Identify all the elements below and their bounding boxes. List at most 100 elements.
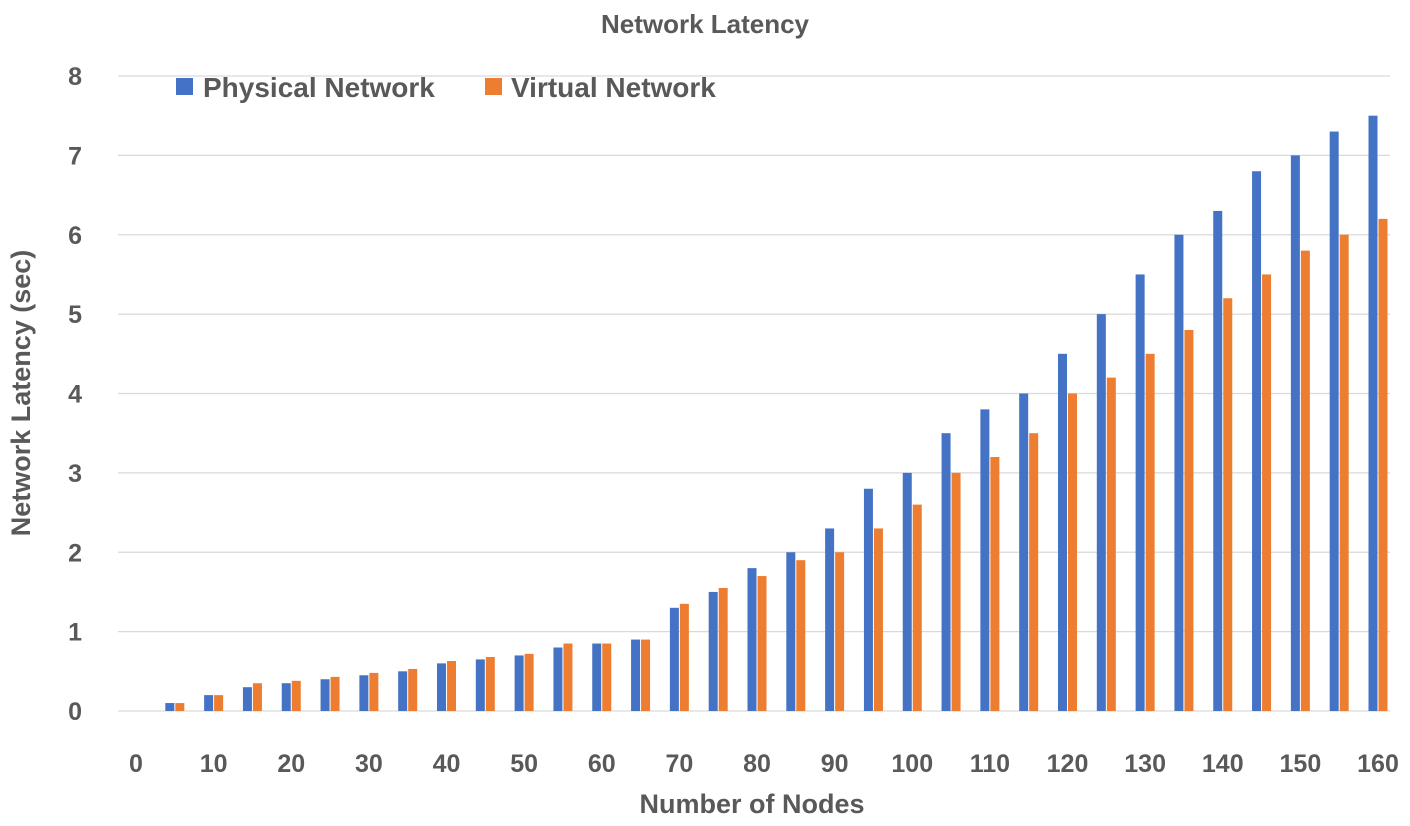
gridlines xyxy=(118,75,1390,712)
bar-physical-55 xyxy=(553,647,563,711)
legend-swatch-virtual xyxy=(485,78,502,95)
bar-physical-160 xyxy=(1368,115,1378,711)
bar-physical-15 xyxy=(242,687,252,711)
bar-virtual-80 xyxy=(757,576,767,711)
bar-physical-135 xyxy=(1174,234,1184,711)
x-tick-label: 20 xyxy=(277,750,305,778)
bar-virtual-115 xyxy=(1029,433,1039,711)
bar-virtual-60 xyxy=(602,643,612,711)
bar-virtual-145 xyxy=(1262,274,1272,711)
bar-physical-35 xyxy=(398,671,408,711)
bar-physical-145 xyxy=(1252,171,1262,711)
bar-physical-40 xyxy=(437,663,446,711)
bar-virtual-90 xyxy=(835,552,845,711)
bar-physical-140 xyxy=(1213,210,1223,711)
y-tick-label: 5 xyxy=(68,301,82,329)
bar-physical-80 xyxy=(747,568,757,711)
x-tick-label: 10 xyxy=(200,750,228,778)
y-tick-label: 8 xyxy=(68,63,82,91)
legend: Physical Network Virtual Network xyxy=(176,72,716,103)
bar-virtual-45 xyxy=(485,657,495,711)
x-axis-ticks: 0 10 20 30 40 50 60 70 80 90 100 110 120 130 140 150 160 xyxy=(129,750,1399,778)
y-axis-ticks: 0 1 2 3 4 5 6 7 8 xyxy=(68,63,82,726)
bar-physical-110 xyxy=(980,409,990,711)
y-tick-label: 3 xyxy=(68,460,82,488)
y-tick-label: 2 xyxy=(68,539,82,567)
x-tick-label: 90 xyxy=(821,750,849,778)
bar-physical-75 xyxy=(708,591,718,711)
bar-physical-155 xyxy=(1329,131,1339,711)
y-tick-label: 0 xyxy=(68,698,82,726)
bar-virtual-125 xyxy=(1106,377,1116,711)
bar-virtual-155 xyxy=(1339,234,1349,711)
bar-physical-85 xyxy=(786,552,796,711)
bar-virtual-75 xyxy=(718,587,728,711)
bar-virtual-110 xyxy=(990,457,1000,711)
y-axis-label: Network Latency (sec) xyxy=(6,250,36,537)
y-tick-label: 7 xyxy=(68,142,82,170)
bar-physical-70 xyxy=(669,607,679,711)
x-tick-label: 0 xyxy=(129,750,143,778)
bar-physical-95 xyxy=(863,488,873,711)
bar-virtual-65 xyxy=(641,639,651,711)
bar-physical-120 xyxy=(1058,353,1067,711)
bar-virtual-150 xyxy=(1300,250,1310,711)
legend-swatch-physical xyxy=(176,78,193,95)
bar-physical-30 xyxy=(359,675,369,711)
bar-virtual-95 xyxy=(873,528,883,711)
bar-virtual-5 xyxy=(175,703,185,711)
bar-physical-50 xyxy=(514,655,524,711)
bar-physical-90 xyxy=(825,528,835,711)
x-tick-label: 140 xyxy=(1202,750,1244,778)
x-tick-label: 150 xyxy=(1280,750,1322,778)
x-tick-label: 120 xyxy=(1047,750,1089,778)
bar-virtual-100 xyxy=(912,504,922,711)
bar-virtual-30 xyxy=(369,672,379,711)
bar-virtual-135 xyxy=(1184,330,1194,711)
bar-virtual-15 xyxy=(252,683,262,711)
bar-physical-150 xyxy=(1290,155,1300,711)
bar-physical-105 xyxy=(941,433,951,711)
bar-physical-5 xyxy=(165,703,175,711)
x-tick-label: 100 xyxy=(891,750,933,778)
x-tick-label: 30 xyxy=(355,750,383,778)
bar-virtual-120 xyxy=(1068,393,1077,711)
bar-virtual-50 xyxy=(524,653,534,711)
bar-virtual-40 xyxy=(447,660,456,711)
bar-physical-60 xyxy=(592,643,602,711)
bar-virtual-10 xyxy=(214,695,224,711)
bar-physical-100 xyxy=(902,472,912,711)
x-tick-label: 110 xyxy=(970,750,1010,778)
bar-virtual-105 xyxy=(951,472,961,711)
y-tick-label: 4 xyxy=(68,381,82,409)
legend-label-physical: Physical Network xyxy=(203,72,435,103)
x-tick-label: 40 xyxy=(433,750,461,778)
bar-physical-115 xyxy=(1019,393,1029,711)
x-tick-label: 80 xyxy=(743,750,771,778)
bar-physical-65 xyxy=(631,639,641,711)
chart-title: Network Latency xyxy=(601,9,810,39)
bar-virtual-140 xyxy=(1223,298,1233,711)
bar-physical-45 xyxy=(475,659,485,711)
x-tick-label: 50 xyxy=(510,750,538,778)
bars xyxy=(165,115,1388,711)
x-axis-label: Number of Nodes xyxy=(639,789,864,819)
y-tick-label: 1 xyxy=(68,619,82,647)
bar-virtual-35 xyxy=(408,668,418,711)
x-tick-label: 130 xyxy=(1124,750,1166,778)
legend-label-virtual: Virtual Network xyxy=(511,72,716,103)
bar-physical-25 xyxy=(320,679,330,711)
bar-physical-125 xyxy=(1096,314,1106,711)
x-tick-label: 60 xyxy=(588,750,616,778)
bar-virtual-55 xyxy=(563,643,573,711)
bar-virtual-20 xyxy=(291,680,301,711)
bar-virtual-130 xyxy=(1145,353,1155,711)
bar-virtual-25 xyxy=(330,676,340,711)
y-tick-label: 6 xyxy=(68,222,82,250)
bar-physical-130 xyxy=(1135,274,1145,711)
bar-physical-20 xyxy=(281,683,291,711)
bar-virtual-85 xyxy=(796,560,806,711)
bar-virtual-160 xyxy=(1378,218,1388,711)
bar-virtual-70 xyxy=(679,603,689,711)
